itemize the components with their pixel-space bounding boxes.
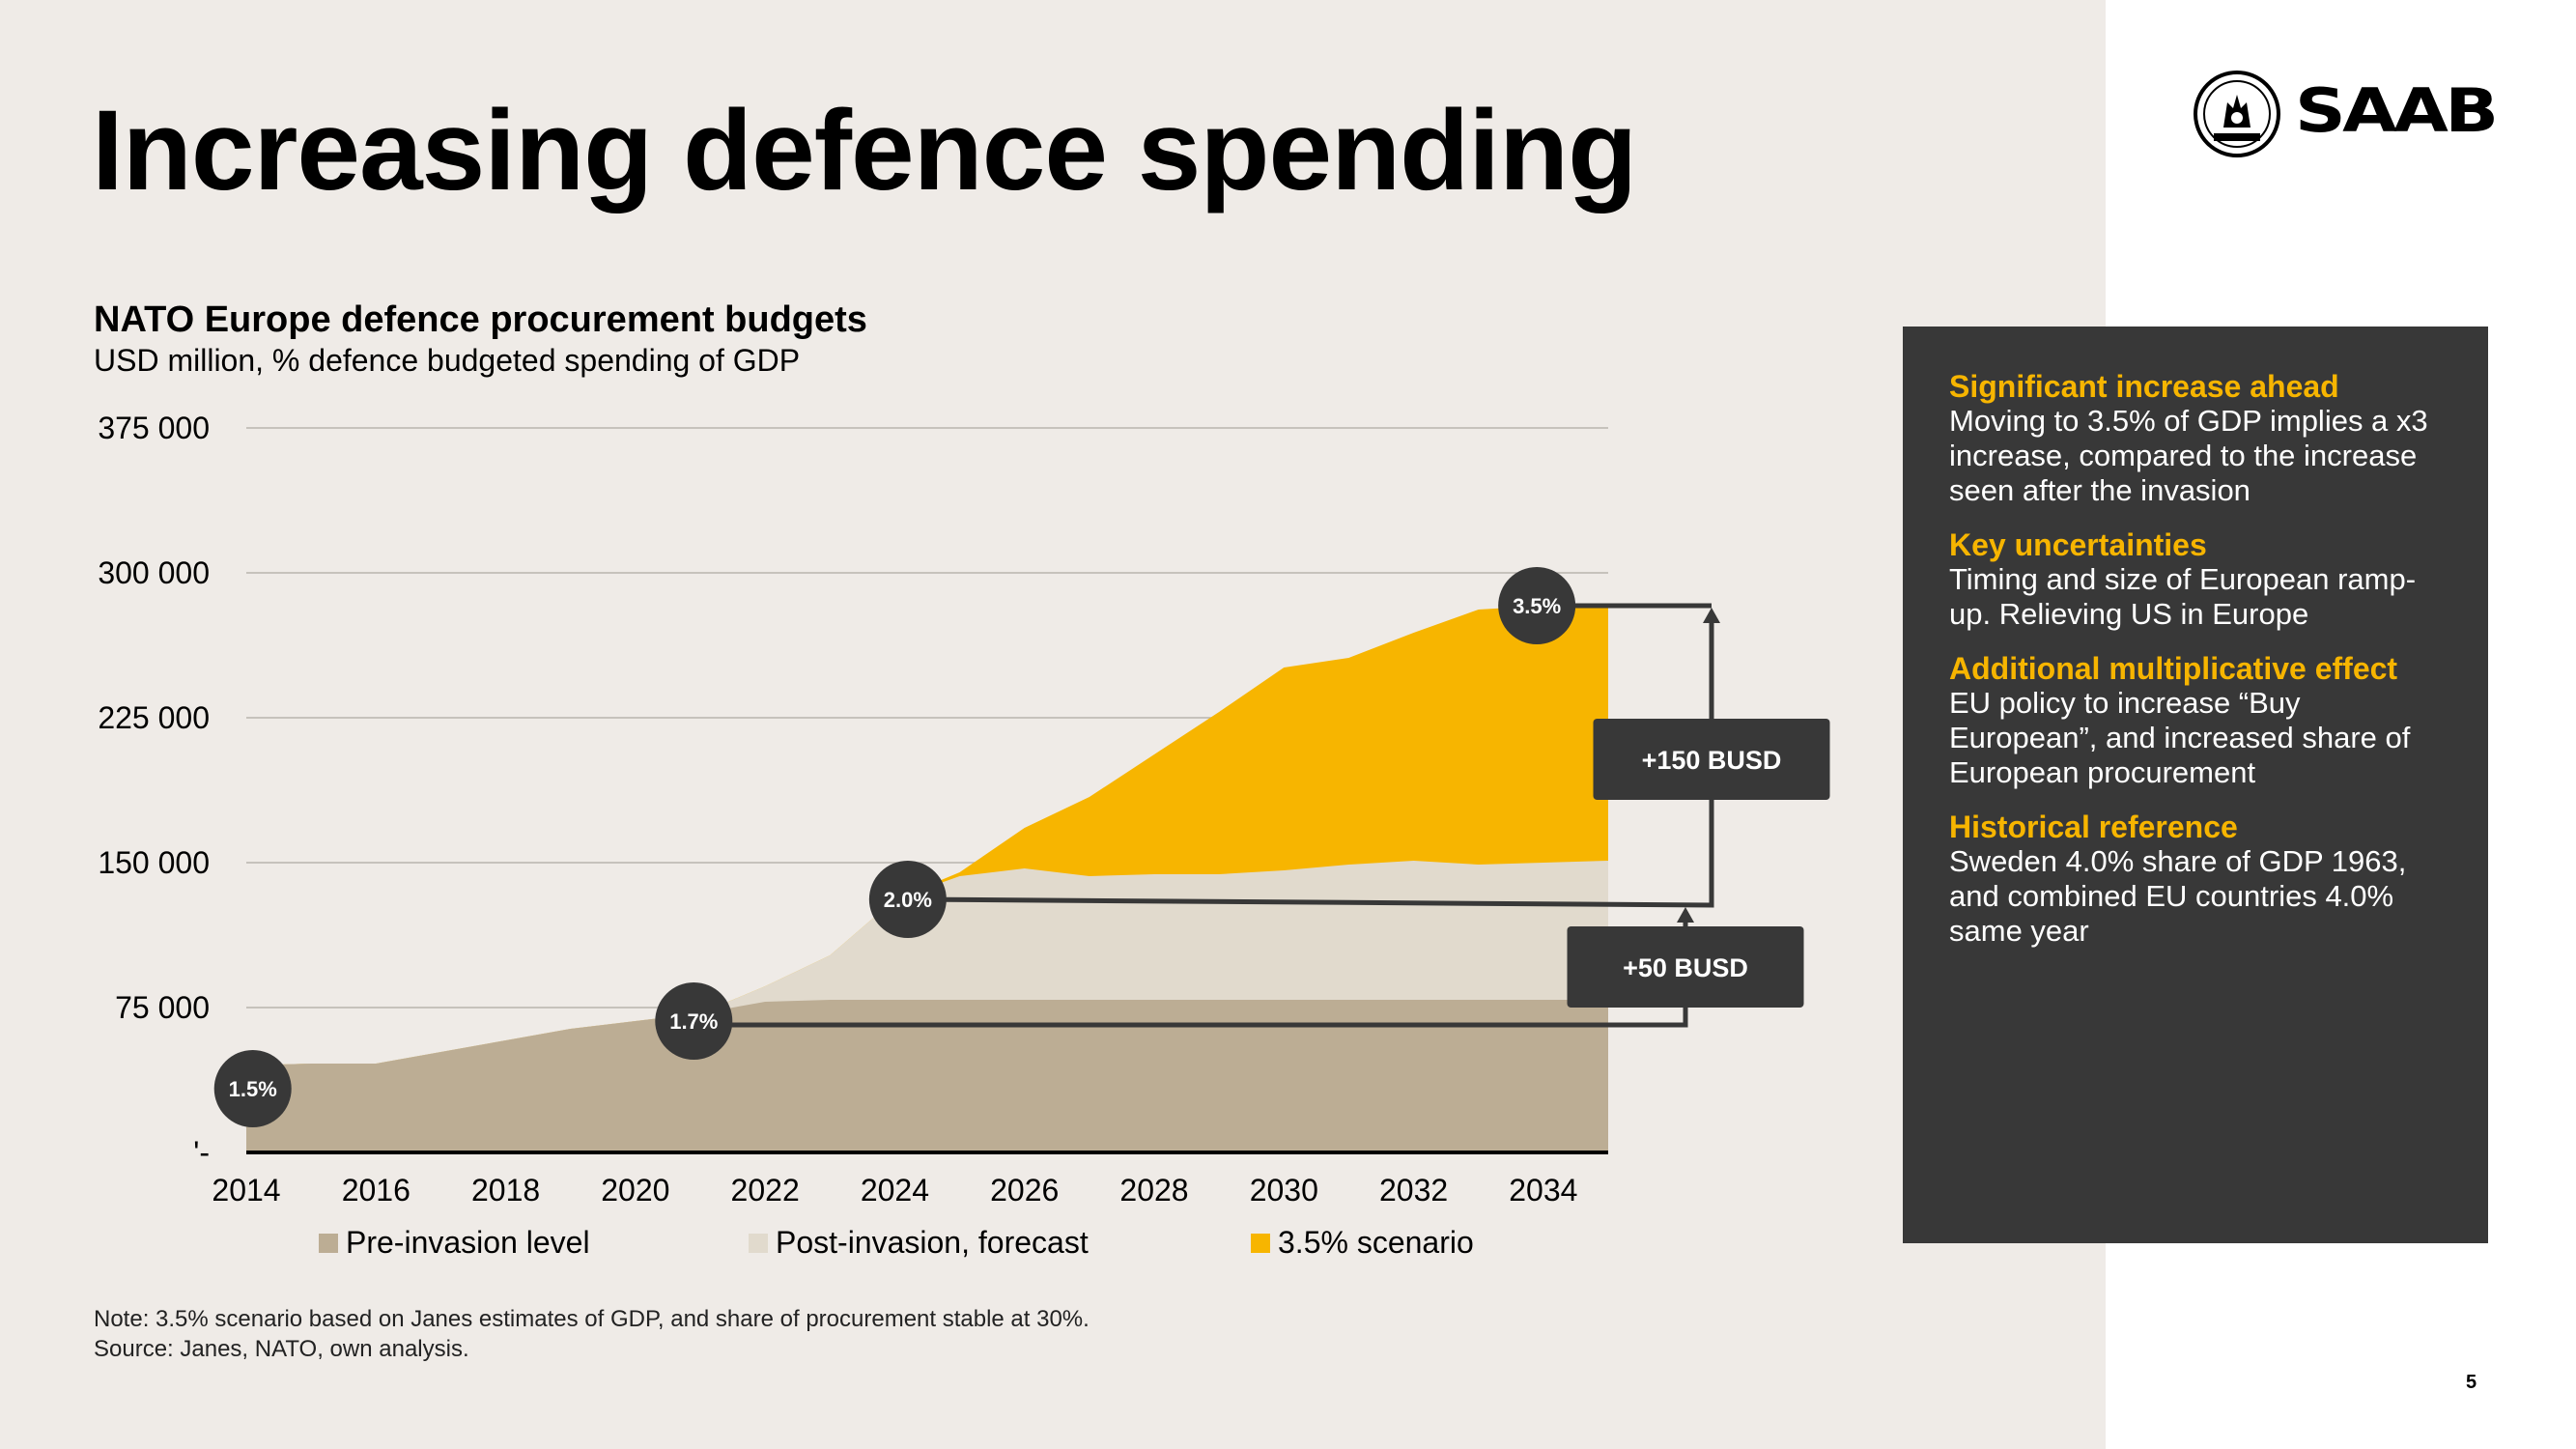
y-tick-label: 75 000 — [115, 990, 210, 1025]
reference-line-2-0-percent — [907, 623, 1714, 908]
gdp-marker-label: 2.0% — [884, 888, 932, 912]
info-heading: Additional multiplicative effect — [1949, 651, 2398, 686]
area-pre-invasion-level — [246, 1000, 1608, 1152]
gdp-marker-circle — [213, 1050, 292, 1127]
callout-label: +50 BUSD — [1623, 953, 1748, 982]
chart-canvas: +50 BUSD +150 BUSD 1.5% 1.7% 2.0% 3.5% '- 75 0… — [98, 411, 1830, 1208]
legend-swatch — [319, 1233, 338, 1253]
info-section: Historical reference Sweden 4.0% share of… — [1949, 810, 2449, 949]
arrowhead-up — [1703, 608, 1720, 623]
gdp-marker-circle — [868, 861, 947, 938]
legend-label: Post-invasion, forecast — [776, 1225, 1089, 1260]
legend-swatch — [1251, 1233, 1270, 1253]
chart-title: NATO Europe defence procurement budgets — [94, 299, 867, 340]
arrowhead-up — [1677, 907, 1694, 923]
info-body: Moving to 3.5% of GDP implies a x3 incre… — [1949, 404, 2428, 507]
legend-swatch — [749, 1233, 768, 1253]
saab-griffin-emblem-icon — [2194, 71, 2280, 157]
key-takeaways-panel: Significant increase ahead Moving to 3.5%… — [1903, 327, 2488, 1243]
chart-legend: Pre-invasion level Post-invasion, forecas… — [319, 1225, 1574, 1264]
y-tick-label: 150 000 — [98, 845, 210, 880]
gdp-marker-circle — [655, 982, 733, 1060]
chart-subtitle: USD million, % defence budgeted spending… — [94, 343, 801, 378]
saab-wordmark: SAAB — [2295, 75, 2499, 146]
gdp-marker-label: 3.5% — [1513, 594, 1561, 618]
x-tick-label: 2034 — [1509, 1173, 1577, 1208]
info-body: Timing and size of European ramp-up. Rel… — [1949, 562, 2417, 631]
x-tick-label: 2020 — [601, 1173, 669, 1208]
x-tick-label: 2024 — [861, 1173, 929, 1208]
gdp-marker-circle — [1498, 567, 1576, 644]
x-tick-label: 2032 — [1379, 1173, 1448, 1208]
info-section: Significant increase ahead Moving to 3.5%… — [1949, 369, 2449, 508]
x-tick-label: 2030 — [1250, 1173, 1318, 1208]
legend-item: Post-invasion, forecast — [749, 1225, 1089, 1261]
x-tick-label: 2026 — [990, 1173, 1059, 1208]
y-tick-label: 375 000 — [98, 411, 210, 445]
page-number: 5 — [2466, 1372, 2477, 1393]
x-tick-label: 2028 — [1119, 1173, 1188, 1208]
y-tick-label: 225 000 — [98, 700, 210, 735]
x-tick-label: 2014 — [212, 1173, 280, 1208]
x-tick-label: 2022 — [731, 1173, 800, 1208]
legend-item: 3.5% scenario — [1251, 1225, 1474, 1261]
x-tick-label: 2018 — [471, 1173, 540, 1208]
legend-label: Pre-invasion level — [346, 1225, 590, 1260]
info-body: Sweden 4.0% share of GDP 1963, and combi… — [1949, 844, 2407, 948]
callout-box — [1567, 926, 1804, 1008]
legend-item: Pre-invasion level — [319, 1225, 590, 1261]
note-text: Note: 3.5% scenario based on Janes estim… — [94, 1306, 1090, 1332]
callout-label: +150 BUSD — [1642, 746, 1782, 775]
info-body: EU policy to increase “Buy European”, an… — [1949, 686, 2411, 789]
y-tick-label: '- — [193, 1135, 210, 1170]
y-tick-label: 300 000 — [98, 555, 210, 590]
saab-logo: SAAB — [2193, 70, 2499, 158]
gdp-marker-label: 1.5% — [229, 1077, 277, 1101]
info-heading: Key uncertainties — [1949, 527, 2207, 562]
info-heading: Historical reference — [1949, 810, 2238, 844]
gdp-marker-label: 1.7% — [669, 1009, 718, 1034]
footnotes: Note: 3.5% scenario based on Janes estim… — [94, 1304, 1090, 1364]
page-title: Increasing defence spending — [92, 87, 1637, 214]
x-tick-label: 2016 — [342, 1173, 410, 1208]
info-section: Additional multiplicative effect EU polic… — [1949, 651, 2449, 790]
legend-label: 3.5% scenario — [1278, 1225, 1474, 1260]
callout-box — [1593, 719, 1830, 800]
info-section: Key uncertainties Timing and size of Euro… — [1949, 527, 2449, 632]
info-heading: Significant increase ahead — [1949, 369, 2339, 404]
source-text: Source: Janes, NATO, own analysis. — [94, 1336, 469, 1362]
